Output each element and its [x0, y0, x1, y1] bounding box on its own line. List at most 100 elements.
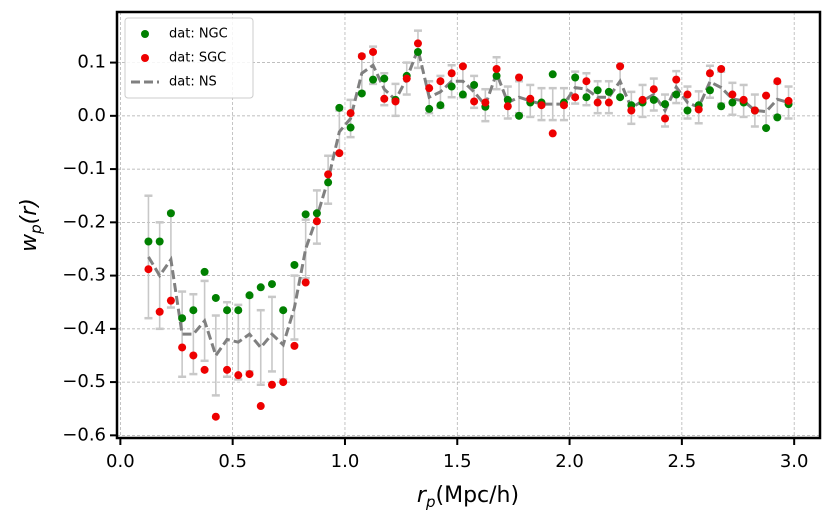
data-point: [267, 280, 276, 289]
data-point: [380, 74, 389, 83]
y-tick-label: −0.5: [62, 371, 106, 392]
data-point: [627, 106, 636, 115]
y-label-symbol: w: [17, 233, 42, 252]
data-point: [425, 104, 434, 113]
data-point: [290, 341, 299, 350]
data-point: [357, 89, 366, 98]
data-point: [223, 365, 232, 374]
data-point: [402, 74, 411, 83]
data-point: [335, 103, 344, 112]
data-point: [593, 86, 602, 95]
data-point: [234, 306, 243, 315]
data-point: [661, 114, 670, 123]
x-tick-label: 2.0: [555, 451, 584, 472]
x-tick-label: 3.0: [780, 451, 809, 472]
data-point: [211, 412, 220, 421]
x-tick-label: 2.5: [668, 451, 697, 472]
data-point: [548, 70, 557, 79]
x-tick-label: 0.5: [218, 451, 247, 472]
data-point: [481, 98, 490, 107]
y-axis-label: wp(r): [17, 198, 45, 252]
data-point: [672, 75, 681, 84]
data-point: [279, 306, 288, 315]
legend-label: dat: NGC: [169, 27, 228, 42]
data-point: [582, 93, 591, 102]
data-point: [548, 129, 557, 138]
data-point: [301, 278, 310, 287]
data-point: [717, 102, 726, 111]
data-point: [391, 97, 400, 106]
data-point: [526, 94, 535, 103]
legend-label: dat: NS: [169, 75, 217, 90]
data-point: [425, 84, 434, 93]
data-point: [773, 113, 782, 122]
y-tick-label: −0.4: [62, 318, 106, 339]
data-point: [728, 98, 737, 107]
x-tick-label: 1.0: [331, 451, 360, 472]
data-point: [571, 73, 580, 82]
data-point: [503, 102, 512, 111]
x-label-unit: (Mpc/h): [436, 483, 520, 508]
data-point: [256, 283, 265, 292]
data-point: [301, 210, 310, 219]
y-tick-label: 0.0: [77, 105, 106, 126]
data-point: [324, 178, 333, 187]
plot-frame: [115, 10, 822, 440]
data-point: [223, 306, 232, 315]
error-bar: [548, 86, 557, 122]
data-point: [559, 101, 568, 110]
y-tick-label: −0.3: [62, 265, 106, 286]
data-point: [750, 106, 759, 115]
data-point: [683, 106, 692, 115]
data-point: [447, 69, 456, 78]
data-point: [661, 100, 670, 109]
legend-label: dat: SGC: [169, 51, 226, 66]
x-axis-label: rp(Mpc/h): [417, 483, 519, 511]
data-point: [380, 94, 389, 103]
data-point: [582, 77, 591, 86]
data-point: [784, 96, 793, 105]
data-point: [245, 291, 254, 300]
error-bar: [604, 79, 613, 115]
data-point: [335, 149, 344, 158]
data-point: [346, 109, 355, 118]
ns-line: [147, 44, 789, 359]
data-point: [279, 378, 288, 387]
y-tick-label: −0.1: [62, 158, 106, 179]
data-point: [649, 85, 658, 94]
data-point: [683, 90, 692, 99]
data-point: [616, 62, 625, 71]
data-point: [234, 371, 243, 380]
data-point: [189, 351, 198, 360]
error-bar: [256, 308, 265, 386]
data-point: [413, 39, 422, 48]
data-point: [705, 69, 714, 78]
data-point: [178, 314, 187, 323]
data-point: [694, 105, 703, 114]
y-label-unit: (r): [17, 198, 42, 224]
data-point: [200, 365, 209, 374]
data-point: [728, 90, 737, 99]
data-point: [773, 77, 782, 86]
data-point: [267, 380, 276, 389]
data-point: [604, 98, 613, 107]
data-point: [369, 47, 378, 56]
data-point: [638, 95, 647, 104]
data-point: [324, 170, 333, 179]
x-label-symbol: r: [417, 483, 428, 508]
data-point: [346, 123, 355, 132]
error-bar: [301, 218, 310, 280]
data-point: [436, 77, 445, 86]
data-point: [436, 101, 445, 110]
data-point: [762, 124, 771, 133]
data-point: [470, 80, 479, 89]
data-point: [245, 370, 254, 379]
data-point: [458, 62, 467, 71]
data-point: [155, 237, 164, 246]
x-label-sub: p: [425, 493, 436, 511]
data-point: [616, 93, 625, 102]
data-point: [413, 47, 422, 56]
data-point: [593, 98, 602, 107]
data-point: [503, 95, 512, 104]
